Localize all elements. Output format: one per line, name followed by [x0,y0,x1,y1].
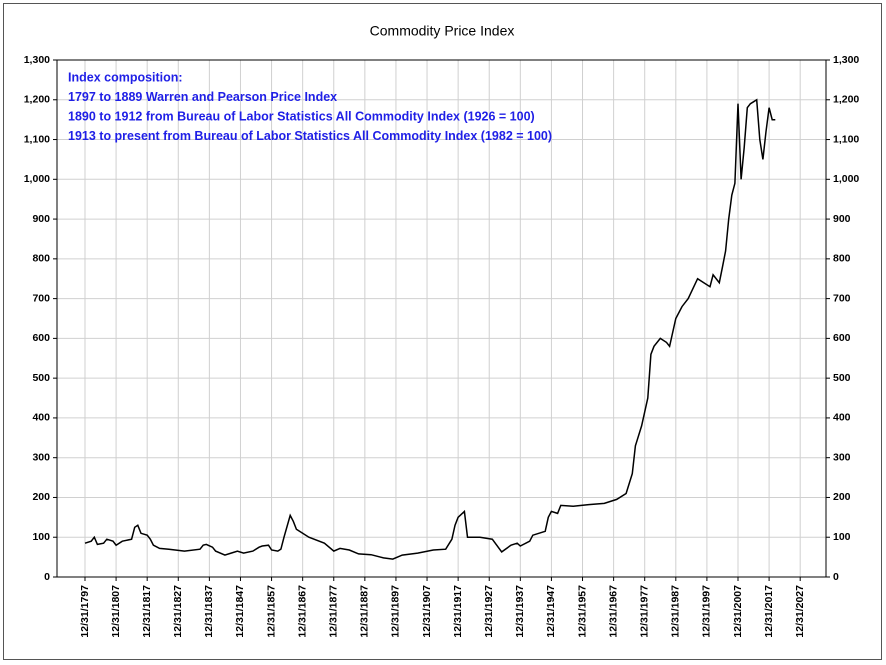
y-tick-label: 200 [32,491,50,503]
x-tick-label: 12/31/1977 [638,585,650,638]
x-tick-label: 12/31/1917 [452,585,464,638]
x-tick-label: 12/31/1987 [670,585,682,638]
x-tick-label: 12/31/1957 [576,585,588,638]
y-tick-label: 100 [32,531,50,543]
x-tick-label: 12/31/1947 [545,585,557,638]
y-tick-label: 800 [32,253,50,265]
x-tick-label: 12/31/1817 [141,585,153,638]
x-tick-label: 12/31/1887 [359,585,371,638]
frame [3,3,882,660]
x-tick-label: 12/31/1827 [172,585,184,638]
x-tick-label: 12/31/1997 [701,585,713,638]
x-tick-label: 12/31/1837 [203,585,215,638]
y2-tick-label: 200 [833,491,851,503]
annotation: 1913 to present from Bureau of Labor Sta… [68,129,552,143]
y2-tick-label: 700 [833,292,851,304]
x-tick-label: 12/31/1967 [607,585,619,638]
plot-area [56,59,827,578]
chart-title: Commodity Price Index [370,23,515,39]
x-tick-label: 12/31/1807 [110,585,122,638]
x-tick-label: 12/31/2007 [732,585,744,638]
y-tick-label: 1,100 [24,133,50,145]
y-tick-label: 700 [32,292,50,304]
y-tick-label: 900 [32,213,50,225]
y-tick-label: 500 [32,372,50,384]
y-tick-label: 1,200 [24,94,50,106]
y2-tick-label: 600 [833,332,851,344]
y2-tick-label: 800 [833,253,851,265]
x-tick-label: 12/31/1867 [296,585,308,638]
annotation: 1890 to 1912 from Bureau of Labor Statis… [68,109,535,123]
y2-tick-label: 1,100 [833,133,859,145]
x-tick-label: 12/31/1877 [328,585,340,638]
y2-tick-label: 400 [833,412,851,424]
y-tick-label: 300 [32,451,50,463]
y2-tick-label: 0 [833,571,839,583]
x-tick-label: 12/31/1897 [390,585,402,638]
y2-tick-label: 100 [833,531,851,543]
x-tick-label: 12/31/1927 [483,585,495,638]
y2-tick-label: 1,300 [833,54,859,66]
data-line [84,98,776,560]
x-tick-label: 12/31/2027 [794,585,806,638]
x-tick-label: 12/31/1937 [514,585,526,638]
y-tick-label: 400 [32,412,50,424]
x-tick-label: 12/31/2017 [763,585,775,638]
y2-tick-label: 900 [833,213,851,225]
y-tick-label: 0 [44,571,50,583]
x-tick-label: 12/31/1907 [421,585,433,638]
x-tick-label: 12/31/1857 [265,585,277,638]
annotation: 1797 to 1889 Warren and Pearson Price In… [68,90,337,104]
x-tick-label: 12/31/1847 [234,585,246,638]
annotation: Index composition: [68,70,183,84]
y-tick-label: 1,300 [24,54,50,66]
y2-tick-label: 1,200 [833,94,859,106]
y2-tick-label: 300 [833,451,851,463]
y2-tick-label: 1,000 [833,173,859,185]
y-tick-label: 1,000 [24,173,50,185]
y2-tick-label: 500 [833,372,851,384]
y-tick-label: 600 [32,332,50,344]
x-tick-label: 12/31/1797 [79,585,91,638]
